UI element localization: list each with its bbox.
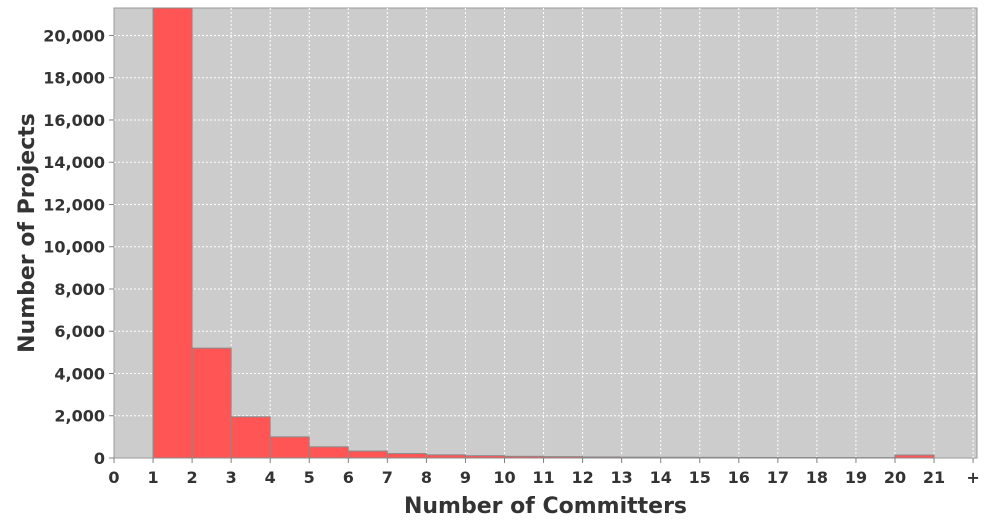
y-tick-label: 20,000: [43, 26, 105, 45]
y-tick-label: 0: [94, 449, 105, 468]
x-tick-label: 1: [147, 468, 158, 487]
bar-9-10: [464, 455, 506, 459]
plot-area: [113, 7, 978, 459]
x-tick-label: 20: [884, 468, 906, 487]
bars: [152, 7, 935, 459]
x-tick-label: 11: [532, 468, 554, 487]
x-tick-label: 8: [421, 468, 432, 487]
x-tick-label: 15: [689, 468, 711, 487]
bar-2-3: [191, 347, 232, 459]
y-tick-label: 12,000: [43, 195, 105, 214]
x-tick-label: 5: [304, 468, 315, 487]
y-tick-label: 2,000: [54, 407, 105, 426]
y-tick-label: 14,000: [43, 153, 105, 172]
bar-5-6: [308, 446, 349, 459]
y-tick-label: 16,000: [43, 111, 105, 130]
x-tick-label: 2: [187, 468, 198, 487]
bar-1-2: [152, 7, 193, 459]
x-tick-label: 21: [923, 468, 945, 487]
x-axis: 0 1 2 3 4 5 6 7 8 9 10 11 12 13 14 15 16 17 18 19 20 21 +: [108, 458, 980, 487]
x-tick-label: 4: [265, 468, 276, 487]
y-tick-label: 4,000: [54, 364, 105, 383]
x-tick-label: 7: [382, 468, 393, 487]
bar-10-11: [504, 455, 545, 459]
bar-11-12: [543, 456, 584, 459]
x-tick-label: 6: [343, 468, 354, 487]
x-tick-label: 3: [226, 468, 237, 487]
x-tick-label: 14: [650, 468, 672, 487]
bar-13-14: [621, 456, 662, 459]
x-tick-label: 16: [728, 468, 750, 487]
y-axis-title: Number of Projects: [15, 113, 40, 353]
y-tick-label: 6,000: [54, 322, 105, 341]
bar-4-5: [269, 436, 310, 459]
y-tick-label: 10,000: [43, 238, 105, 257]
x-tick-label: 19: [845, 468, 867, 487]
x-tick-label: 0: [108, 468, 119, 487]
x-tick-label: +: [966, 468, 979, 487]
x-tick-label: 9: [460, 468, 471, 487]
y-tick-label: 8,000: [54, 280, 105, 299]
bar-3-4: [230, 416, 271, 459]
x-tick-label: 13: [611, 468, 633, 487]
y-axis: 0 2,000 4,000 6,000 8,000 10,000 12,000 14,000 1…: [43, 26, 114, 468]
y-tick-label: 18,000: [43, 69, 105, 88]
x-tick-label: 10: [493, 468, 515, 487]
bar-14-15: [660, 456, 701, 459]
x-tick-label: 18: [806, 468, 828, 487]
bar-6-7: [347, 450, 388, 459]
bar-7-8: [386, 453, 427, 459]
bar-12-13: [582, 456, 623, 459]
grid-lines: [114, 8, 977, 458]
x-tick-label: 12: [571, 468, 593, 487]
x-axis-title: Number of Committers: [404, 494, 687, 519]
bar-8-9: [425, 454, 466, 459]
x-tick-label: 17: [767, 468, 789, 487]
bar-20-21: [894, 454, 935, 459]
bar-16-17: [738, 456, 779, 459]
bar-15-16: [699, 456, 740, 459]
